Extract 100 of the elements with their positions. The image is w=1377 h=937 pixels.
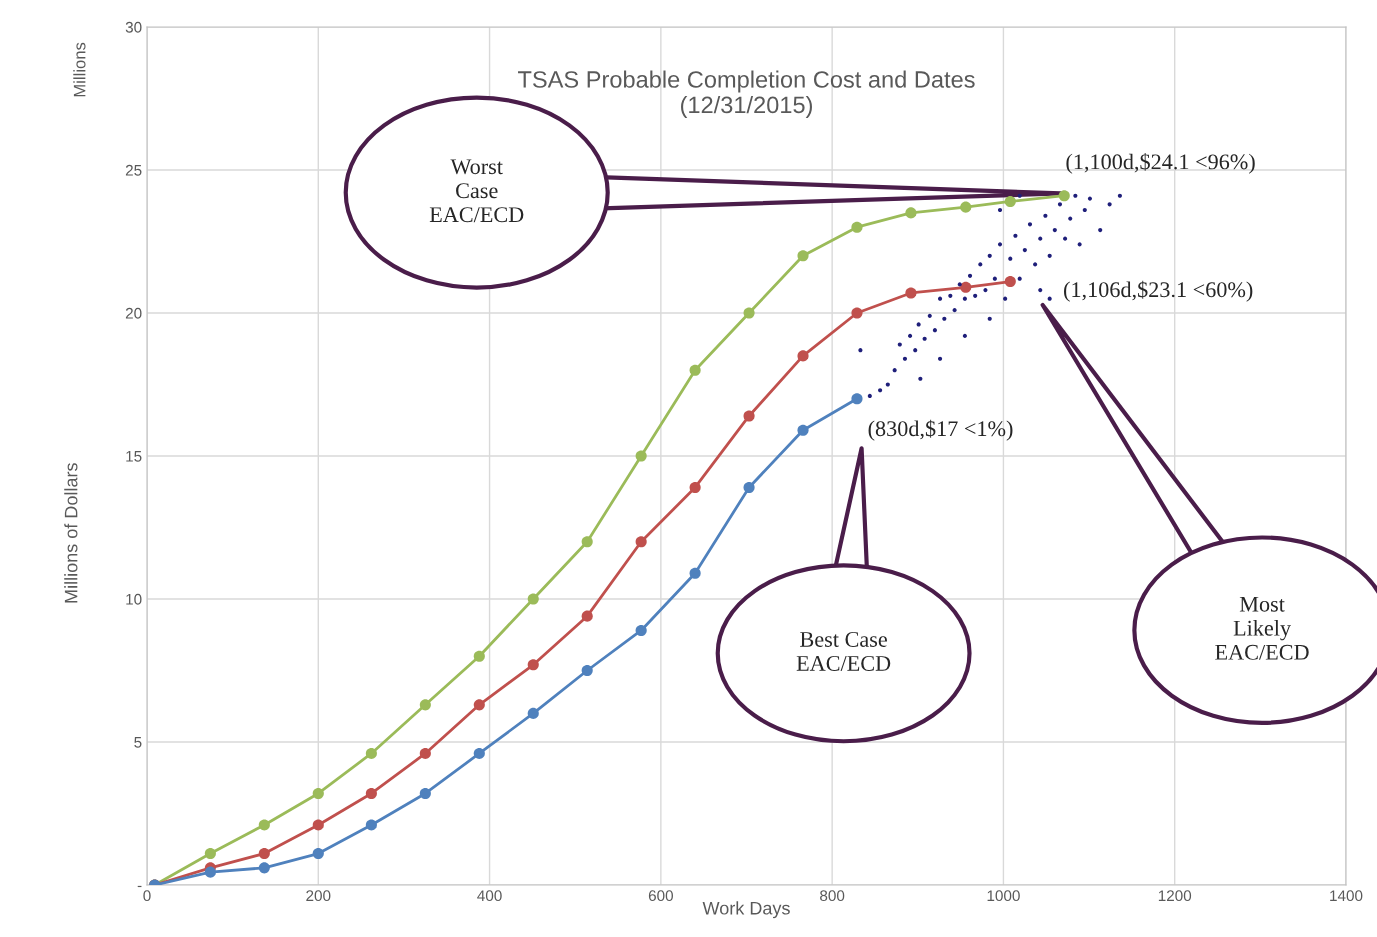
- point: [527, 659, 539, 671]
- point: [927, 313, 932, 318]
- y-tick-label: 25: [125, 164, 142, 176]
- point: [258, 862, 270, 874]
- point: [1073, 193, 1078, 198]
- point: [312, 787, 324, 800]
- point: [983, 288, 988, 293]
- point: [1003, 296, 1008, 301]
- point: [1027, 222, 1033, 227]
- point: [689, 481, 701, 494]
- point: [973, 293, 978, 298]
- point: [957, 282, 962, 287]
- point: [312, 819, 324, 831]
- point: [473, 650, 485, 662]
- point: [1008, 256, 1013, 261]
- point: [1017, 193, 1022, 198]
- annotation: Most Likely EAC/ECD: [1215, 596, 1309, 660]
- point: [689, 364, 701, 376]
- point: [922, 336, 927, 341]
- point: [1117, 193, 1122, 198]
- x-axis-title: Work Days: [702, 901, 790, 919]
- point: [365, 787, 377, 800]
- point: [689, 567, 701, 579]
- point: [419, 787, 431, 800]
- point: [987, 316, 992, 321]
- point: [365, 747, 377, 759]
- text: Millions: [73, 42, 86, 97]
- point: [962, 296, 967, 301]
- annotation: (1,106d,$23.1 <60%): [1064, 280, 1253, 302]
- point: [258, 847, 270, 860]
- x-tick-label: 200: [306, 890, 331, 902]
- point: [978, 262, 983, 267]
- point: [1087, 196, 1093, 201]
- point: [987, 253, 992, 258]
- y-tick-label: 30: [125, 21, 142, 33]
- annotation: (830d,$17 <1%): [868, 419, 1013, 441]
- x-tick-label: 0: [143, 890, 151, 902]
- point: [892, 368, 897, 373]
- point: [1063, 236, 1068, 241]
- point: [1004, 275, 1016, 288]
- point: [204, 847, 216, 860]
- point: [948, 293, 953, 298]
- point: [365, 819, 377, 831]
- y-tick-label: 20: [125, 307, 142, 319]
- point: [851, 307, 863, 319]
- point: [743, 307, 755, 319]
- point: [204, 866, 216, 878]
- point: [937, 356, 943, 361]
- point: [952, 308, 957, 313]
- y-tick-label: 15: [126, 451, 142, 462]
- point: [1013, 233, 1018, 238]
- point: [797, 250, 809, 262]
- point: [1058, 190, 1070, 202]
- point: [581, 610, 593, 622]
- point: [902, 356, 908, 361]
- point: [1022, 248, 1027, 253]
- point: [960, 281, 972, 293]
- point: [907, 333, 913, 338]
- point: [997, 242, 1003, 247]
- point: [1033, 262, 1038, 267]
- point: [581, 536, 593, 548]
- point: [1057, 202, 1063, 207]
- x-tick-label: 600: [648, 890, 674, 902]
- point: [942, 316, 947, 321]
- point: [885, 382, 890, 387]
- point: [937, 296, 943, 301]
- point: [312, 847, 324, 860]
- point: [527, 707, 539, 719]
- point: [867, 393, 872, 399]
- point: [581, 664, 593, 677]
- point: [858, 348, 863, 353]
- point: [960, 201, 972, 213]
- point: [851, 393, 863, 405]
- x-tick-label: 1200: [1158, 890, 1192, 902]
- point: [419, 699, 431, 711]
- x-tick-label: 1000: [987, 890, 1020, 902]
- text: TSAS Probable Completion Cost and Dates (12/31/2015): [518, 70, 975, 118]
- point: [967, 273, 973, 278]
- point: [743, 481, 755, 494]
- point: [918, 376, 923, 381]
- x-tick-label: 1400: [1330, 890, 1363, 902]
- point: [851, 221, 863, 233]
- point: [473, 699, 485, 711]
- point: [1082, 207, 1087, 213]
- point: [635, 450, 647, 462]
- y-tick-label: 5: [134, 737, 142, 748]
- point: [878, 388, 883, 393]
- point: [797, 350, 809, 362]
- point: [797, 424, 809, 436]
- point: [1043, 213, 1048, 218]
- annotation: Worst Case EAC/ECD: [429, 159, 524, 223]
- annotation: Best Case EAC/ECD: [796, 631, 891, 671]
- point: [1047, 253, 1052, 258]
- point: [962, 333, 967, 338]
- point: [913, 348, 918, 353]
- point: [635, 624, 647, 637]
- point: [1107, 202, 1112, 207]
- point: [1038, 288, 1043, 293]
- point: [905, 207, 917, 219]
- point: [1077, 242, 1082, 247]
